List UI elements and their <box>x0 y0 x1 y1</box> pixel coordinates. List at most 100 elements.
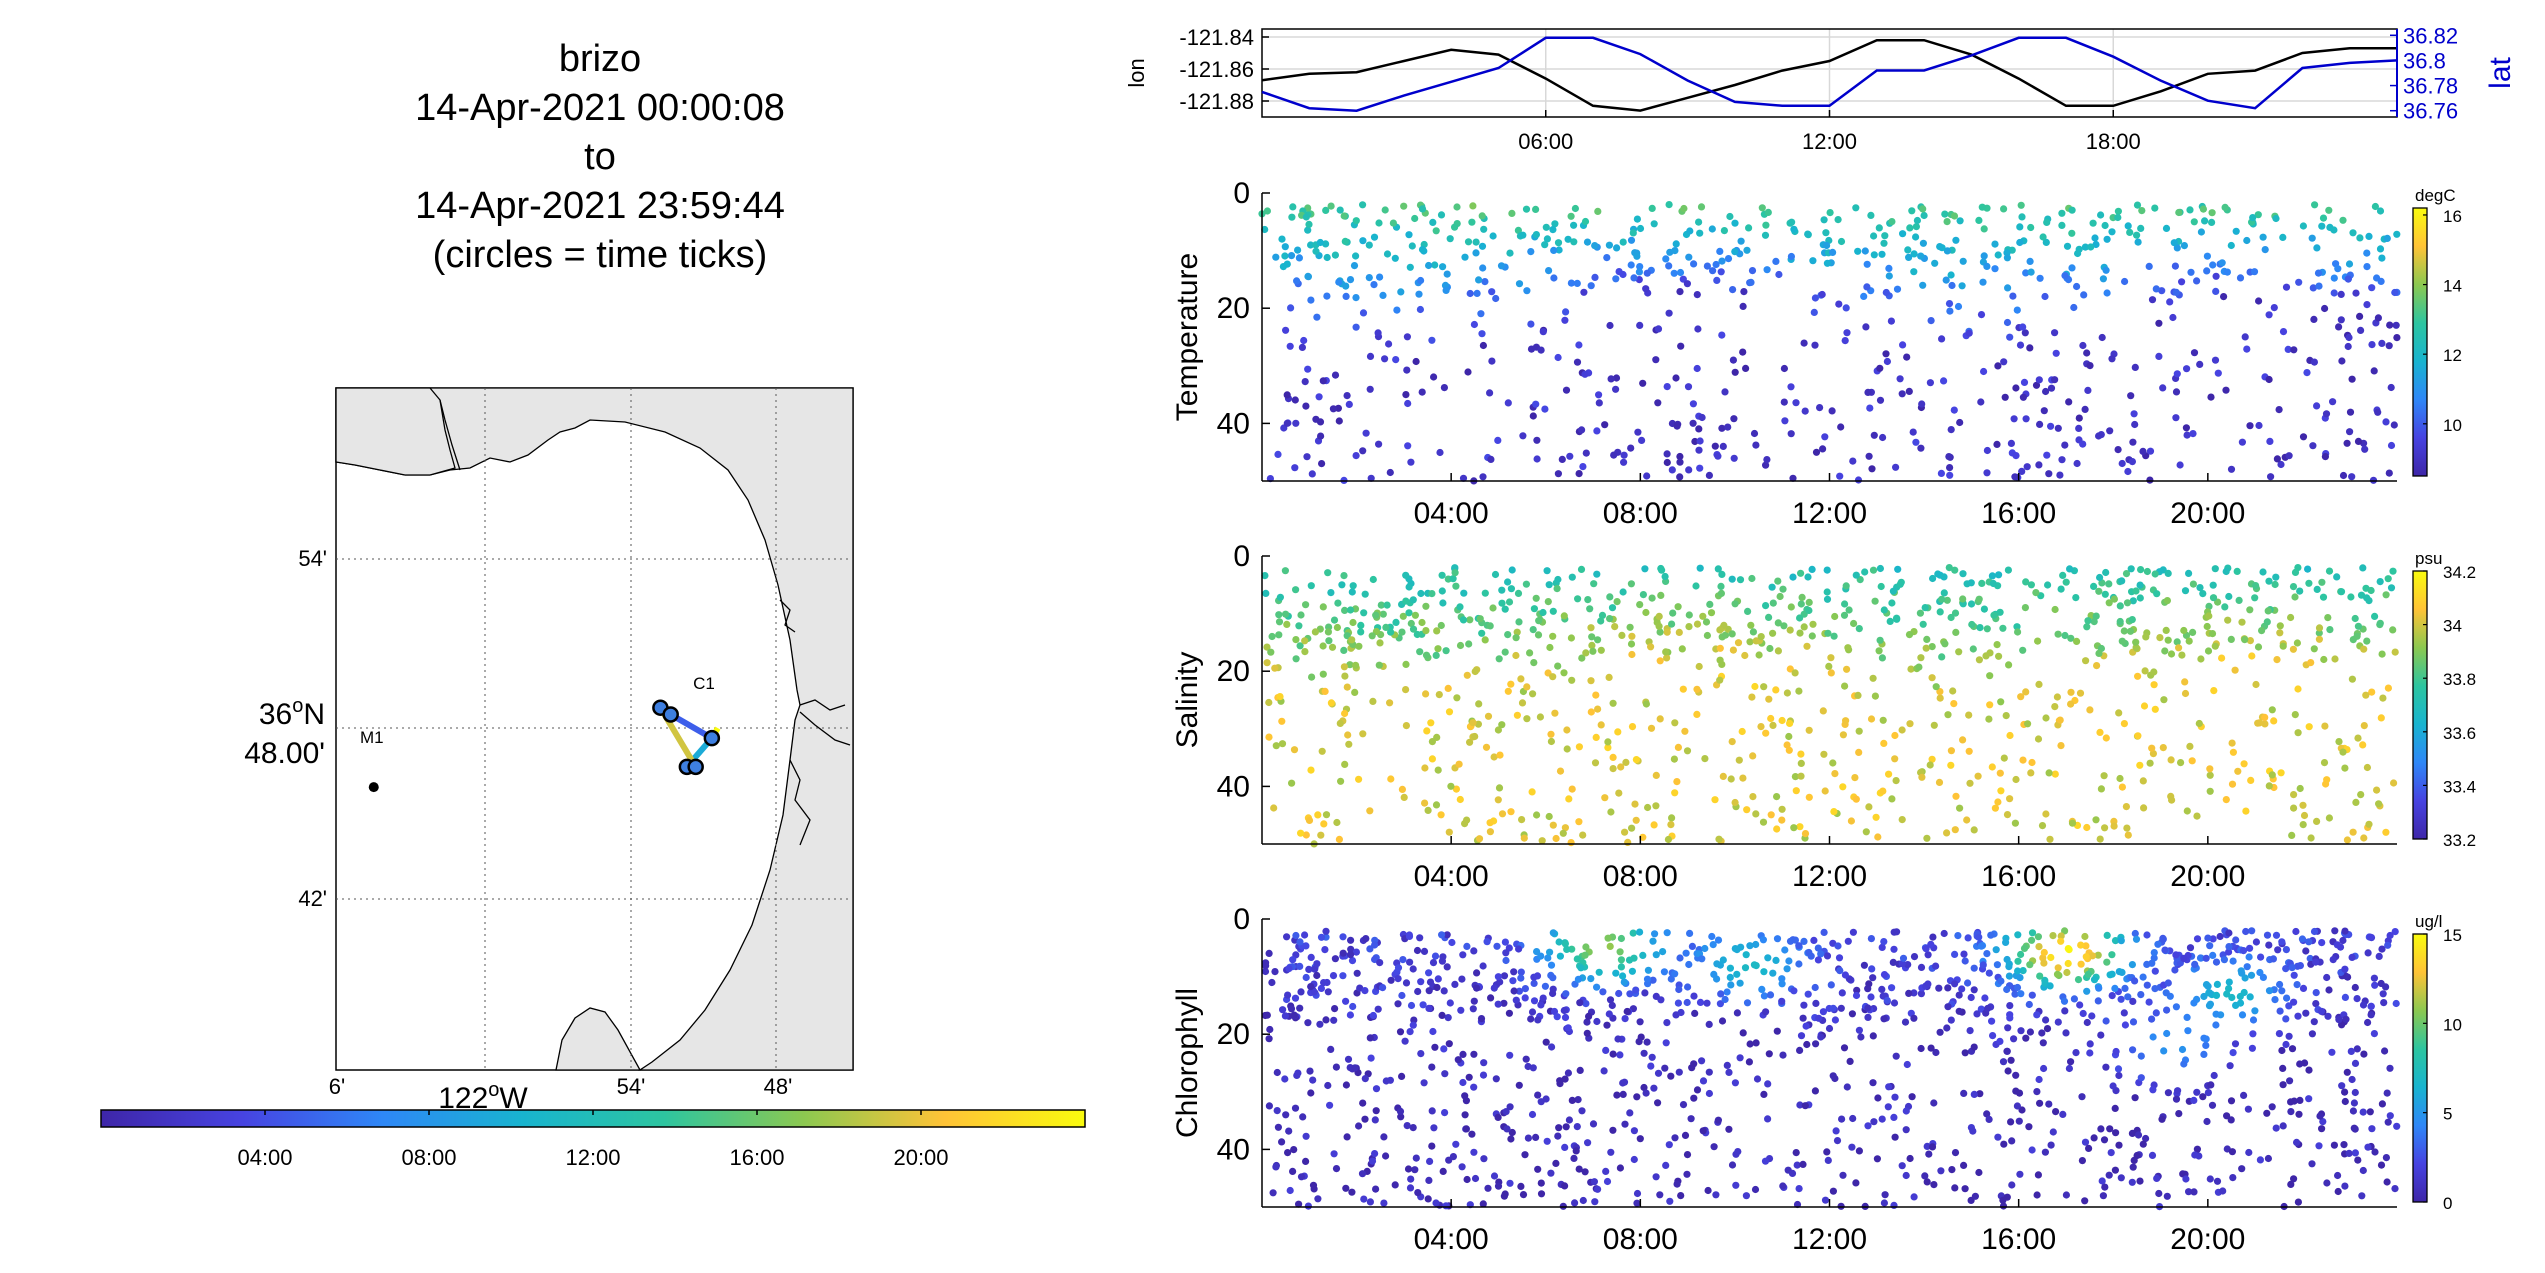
data-point <box>1714 936 1723 944</box>
data-point <box>2363 301 2371 309</box>
data-point <box>2013 983 2022 992</box>
data-point <box>1766 991 1775 999</box>
data-point <box>1868 465 1876 473</box>
data-point <box>1989 1032 1997 1040</box>
data-point <box>2293 639 2301 647</box>
data-point <box>2351 1149 2359 1157</box>
data-point <box>1635 1038 1643 1046</box>
data-point <box>1657 591 1665 600</box>
data-point <box>1542 1095 1550 1103</box>
data-point <box>1513 711 1521 719</box>
data-point <box>2290 1175 2298 1183</box>
data-point <box>2001 393 2009 401</box>
data-point <box>1353 969 1361 977</box>
data-point <box>1317 984 1325 993</box>
data-point <box>1869 566 1878 574</box>
data-point <box>2210 687 2218 695</box>
data-point <box>1265 949 1273 958</box>
data-point <box>1919 205 1927 213</box>
data-point <box>2183 365 2191 373</box>
data-point <box>1330 616 1339 624</box>
data-point <box>1773 825 1781 833</box>
data-point <box>1301 931 1309 939</box>
data-point <box>1504 399 1512 407</box>
data-point <box>1860 961 1868 969</box>
data-point <box>1494 973 1502 981</box>
data-point <box>1480 225 1488 233</box>
data-point <box>2197 655 2205 663</box>
data-point <box>2092 816 2100 824</box>
data-point <box>2095 649 2103 658</box>
data-point <box>1401 1037 1409 1045</box>
data-point <box>1639 591 1647 599</box>
data-point <box>1938 595 1946 603</box>
data-point <box>2286 1077 2294 1085</box>
data-point <box>2195 719 2203 728</box>
data-point <box>2273 656 2281 664</box>
data-point <box>1411 611 1419 619</box>
data-point <box>1342 1081 1350 1089</box>
data-point <box>2047 1141 2055 1149</box>
data-point <box>1647 643 1655 651</box>
data-point <box>1643 472 1651 480</box>
data-point <box>1791 669 1799 677</box>
data-point <box>1959 257 1967 265</box>
data-point <box>1352 252 1360 260</box>
data-point <box>1585 1012 1593 1021</box>
data-point <box>1881 232 1889 240</box>
data-point <box>2103 289 2111 297</box>
data-point <box>2007 1118 2015 1126</box>
data-point <box>2313 817 2321 826</box>
data-point <box>2006 795 2014 803</box>
data-point <box>2241 333 2249 341</box>
data-point <box>1848 1010 1856 1018</box>
data-point <box>1592 691 1600 699</box>
data-point <box>1769 629 1777 637</box>
data-point <box>1772 686 1780 694</box>
data-point <box>1587 708 1595 716</box>
data-point <box>1823 588 1831 596</box>
data-point <box>2117 1174 2125 1182</box>
data-point <box>1886 617 1894 626</box>
data-point <box>2067 634 2075 642</box>
data-point <box>1392 356 1400 364</box>
data-point <box>2265 782 2273 790</box>
data-point <box>1988 763 1996 771</box>
data-point <box>2175 1110 2183 1118</box>
data-point <box>1898 390 1906 398</box>
data-point <box>1918 773 1926 781</box>
data-point <box>2227 1097 2236 1105</box>
data-point <box>2378 254 2386 262</box>
data-point <box>1409 1021 1417 1029</box>
data-point <box>2164 1089 2172 1097</box>
data-point <box>1747 621 1755 629</box>
data-point <box>1409 1124 1417 1132</box>
data-point <box>1663 458 1671 467</box>
data-point <box>1372 1107 1380 1115</box>
data-point <box>1698 955 1706 963</box>
data-point <box>1805 726 1813 734</box>
data-point <box>1302 831 1310 839</box>
data-point <box>1441 1109 1449 1117</box>
data-point <box>1997 787 2005 795</box>
data-point <box>1579 463 1587 471</box>
data-point <box>2190 349 2199 357</box>
data-point <box>2339 216 2347 224</box>
data-point <box>1680 204 1688 213</box>
data-point <box>2149 750 2157 758</box>
time-colorbar-tick-label: 08:00 <box>401 1145 456 1170</box>
data-point <box>1348 957 1357 965</box>
data-point <box>1603 254 1611 262</box>
data-point <box>1423 727 1431 735</box>
data-point <box>2246 606 2254 614</box>
data-point <box>1801 407 1809 415</box>
data-point <box>1867 211 1875 219</box>
data-point <box>2101 1183 2109 1191</box>
data-point <box>2302 947 2310 955</box>
data-point <box>1980 252 1988 260</box>
data-point <box>1323 292 1331 300</box>
data-point <box>1534 1165 1542 1173</box>
data-point <box>2227 465 2236 473</box>
map-track <box>652 699 721 776</box>
data-point <box>1674 603 1682 611</box>
